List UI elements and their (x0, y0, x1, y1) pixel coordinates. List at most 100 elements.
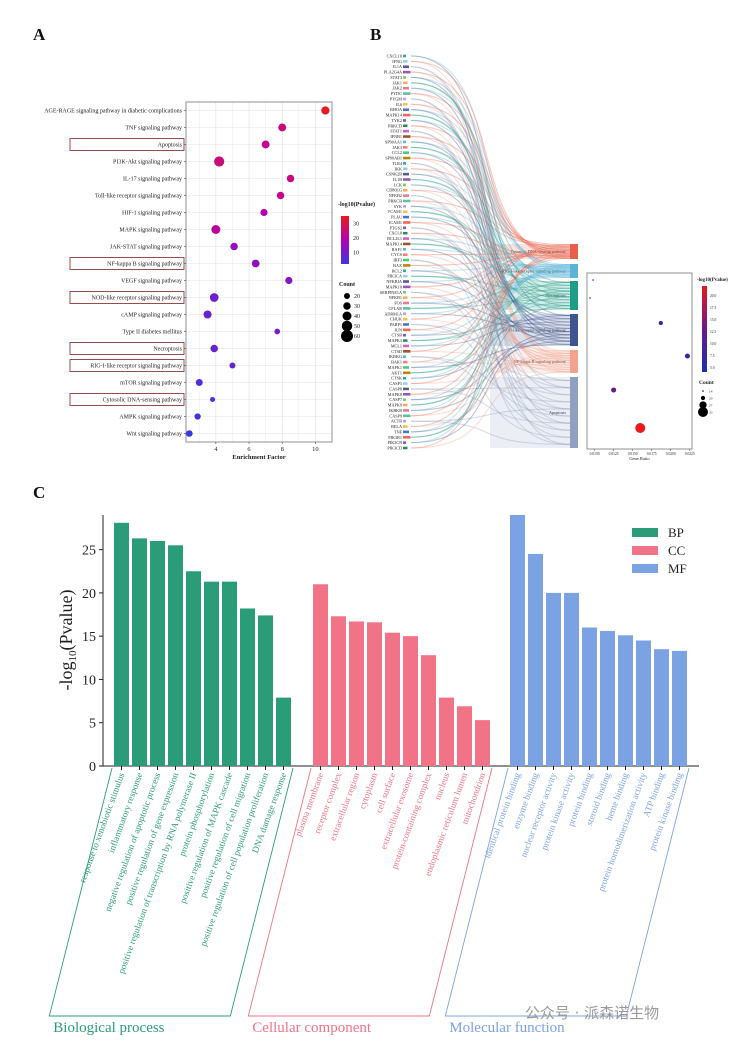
sankey-link (410, 275, 571, 307)
gene-node (403, 280, 409, 283)
sankey-link (410, 318, 571, 336)
sankey-link (410, 109, 571, 266)
y-tick-label: 0 (89, 760, 96, 775)
gene-node (403, 350, 411, 353)
x-tick-label: 6 (247, 446, 251, 453)
gene-label: CD80LG (386, 188, 402, 193)
sankey-link (410, 71, 571, 259)
sankey-link (410, 350, 571, 364)
pathway-node-label: NOD-like receptor signaling pathway (503, 328, 567, 333)
pathway-label: MAPK signaling pathway (119, 228, 182, 234)
bar-mf (582, 627, 597, 766)
sankey-link (410, 253, 571, 256)
sankey-link (410, 76, 571, 339)
data-point (229, 362, 236, 369)
panel-a-dotplot: AGE-RAGE signaling pathway in diabetic c… (44, 101, 375, 461)
gene-node (403, 210, 408, 214)
size-legend-title: Count (339, 282, 355, 288)
size-legend-dot (702, 390, 704, 392)
sankey-link (410, 264, 571, 272)
color-legend-tick: 15.0 (710, 318, 716, 322)
gene-label: IL1B (393, 177, 402, 182)
color-legend-tick: 5.0 (710, 366, 715, 370)
sankey-link (410, 135, 571, 253)
sankey-link (410, 293, 571, 342)
color-legend-tick: 30 (353, 221, 359, 227)
sankey-link (410, 321, 571, 347)
x-tick-label: 10 (312, 446, 319, 453)
gene-label: PIK3CB (388, 440, 403, 445)
data-point (194, 413, 201, 420)
gene-node (403, 108, 409, 111)
gene-node (403, 307, 411, 310)
sankey-link (410, 254, 571, 354)
bar-cc (367, 622, 382, 766)
gene-node (403, 382, 408, 385)
panel-label-a: A (33, 25, 46, 44)
highlight-box (69, 257, 185, 270)
sankey-link (410, 269, 571, 369)
gene-label: RAF1 (392, 247, 402, 252)
gene-node (403, 301, 409, 305)
size-legend-title: Count (699, 380, 714, 386)
sankey-link (410, 352, 571, 417)
gene-node (403, 199, 411, 203)
sankey-link (410, 250, 571, 288)
gene-label: PYDC (391, 91, 402, 96)
sankey-link (410, 296, 571, 406)
sankey-link (410, 66, 571, 389)
data-point (209, 396, 216, 403)
sankey-link (410, 248, 571, 270)
bar-mf (636, 640, 651, 766)
data-point (592, 279, 594, 281)
gene-node (403, 403, 408, 407)
sankey-link (410, 318, 571, 368)
bar-mf (528, 553, 543, 766)
sankey-link (410, 408, 571, 422)
sankey-link (410, 114, 571, 292)
pathway-node (570, 264, 578, 278)
gene-label: JAK3 (392, 145, 402, 150)
gene-node (403, 248, 406, 251)
panel-b-sankey: Cytosolic DNA-sensing pathway RIG-I-like … (380, 54, 578, 451)
gene-node (403, 253, 408, 256)
gene-label: ACTB (391, 419, 402, 424)
sankey-link (410, 359, 571, 395)
sankey-link (410, 114, 571, 307)
sankey-link (410, 356, 571, 438)
size-legend-label: 14 (709, 390, 713, 394)
bar-cc (439, 697, 454, 766)
sankey-link (410, 157, 571, 368)
pathway-flow-band (490, 264, 570, 278)
color-legend-bar (702, 286, 707, 372)
sankey-link (410, 93, 571, 354)
size-legend-label: 40 (354, 314, 360, 320)
plot-frame (185, 101, 333, 443)
gene-label: VCAM1 (387, 209, 402, 214)
bar-cc (457, 706, 472, 766)
sankey-link (410, 253, 571, 417)
gene-node (403, 172, 409, 176)
gene-label: FOS (394, 301, 402, 306)
data-point (321, 106, 330, 115)
bar-bp (204, 581, 219, 766)
gene-node (403, 409, 409, 412)
pathway-flow-band (490, 281, 570, 310)
data-point (684, 353, 690, 359)
gene-label: TYK2 (391, 118, 402, 123)
gene-node (403, 446, 408, 450)
sankey-link (410, 291, 571, 431)
sankey-link (410, 232, 571, 259)
gene-label: IKBKG (389, 354, 402, 359)
gene-node (403, 264, 411, 267)
sankey-link (410, 323, 571, 382)
gene-label: RELA (391, 424, 402, 429)
gene-node (403, 317, 408, 321)
sankey-link (410, 357, 571, 385)
color-legend-title: -log10(Pvalue) (697, 278, 728, 283)
size-legend-label: 50 (354, 324, 360, 330)
sankey-link (410, 264, 571, 357)
legend-label: CC (668, 543, 685, 558)
sankey-link (410, 313, 571, 329)
y-tick-label: 15 (82, 630, 96, 645)
